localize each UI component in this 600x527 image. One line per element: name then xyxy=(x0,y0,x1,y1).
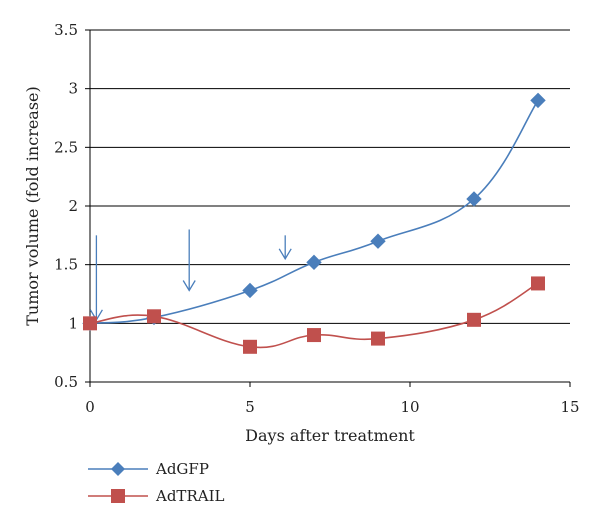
legend-label-adtrail: AdTRAIL xyxy=(155,487,224,505)
tick-label-x-1: 5 xyxy=(245,398,255,416)
tick-labels: 0.5 1 1.5 2 2.5 3 3.5 0 5 10 15 xyxy=(54,21,579,416)
tick-label-x-2: 10 xyxy=(400,398,419,416)
data-point-adgfp-2 xyxy=(242,282,258,299)
series-lines xyxy=(82,92,546,354)
grid-lines xyxy=(90,29,570,324)
legend-marker-adtrail xyxy=(111,489,125,503)
treatment-arrows xyxy=(89,229,292,322)
y-axis-title: Tumor volume (fold increase) xyxy=(23,86,42,326)
data-point-adgfp-5 xyxy=(466,191,482,207)
treatment-arrow-head-2 xyxy=(278,248,292,261)
tick-label-y-4: 2.5 xyxy=(54,138,78,156)
legend-item-adtrail: AdTRAIL xyxy=(88,487,224,505)
data-point-adtrail-1 xyxy=(147,309,161,324)
tick-label-y-1: 1 xyxy=(68,314,78,332)
series-line-adgfp xyxy=(89,99,539,325)
legend: AdGFP AdTRAIL xyxy=(88,460,224,505)
tick-label-x-0: 0 xyxy=(85,398,95,416)
treatment-arrow-head-1 xyxy=(182,280,196,292)
tick-label-y-6: 3.5 xyxy=(54,21,78,39)
legend-label-adgfp: AdGFP xyxy=(155,460,209,478)
axes xyxy=(85,29,571,387)
data-point-adgfp-3 xyxy=(306,254,322,271)
tick-label-y-2: 1.5 xyxy=(54,256,78,274)
data-point-adgfp-6 xyxy=(530,92,546,109)
legend-item-adgfp: AdGFP xyxy=(88,460,209,478)
data-point-adtrail-5 xyxy=(467,312,481,327)
data-point-adtrail-3 xyxy=(307,328,321,343)
legend-marker-adgfp xyxy=(111,462,125,476)
data-point-adtrail-2 xyxy=(243,339,257,354)
tick-label-y-0: 0.5 xyxy=(54,373,78,391)
data-point-adtrail-4 xyxy=(371,331,385,346)
data-point-adtrail-6 xyxy=(531,276,545,291)
tick-label-y-5: 3 xyxy=(68,80,78,98)
x-axis-title: Days after treatment xyxy=(245,426,415,445)
data-point-adtrail-0 xyxy=(83,316,97,331)
tick-label-y-3: 2 xyxy=(68,197,78,215)
data-point-adgfp-4 xyxy=(370,233,386,249)
tick-label-x-3: 15 xyxy=(560,398,579,416)
